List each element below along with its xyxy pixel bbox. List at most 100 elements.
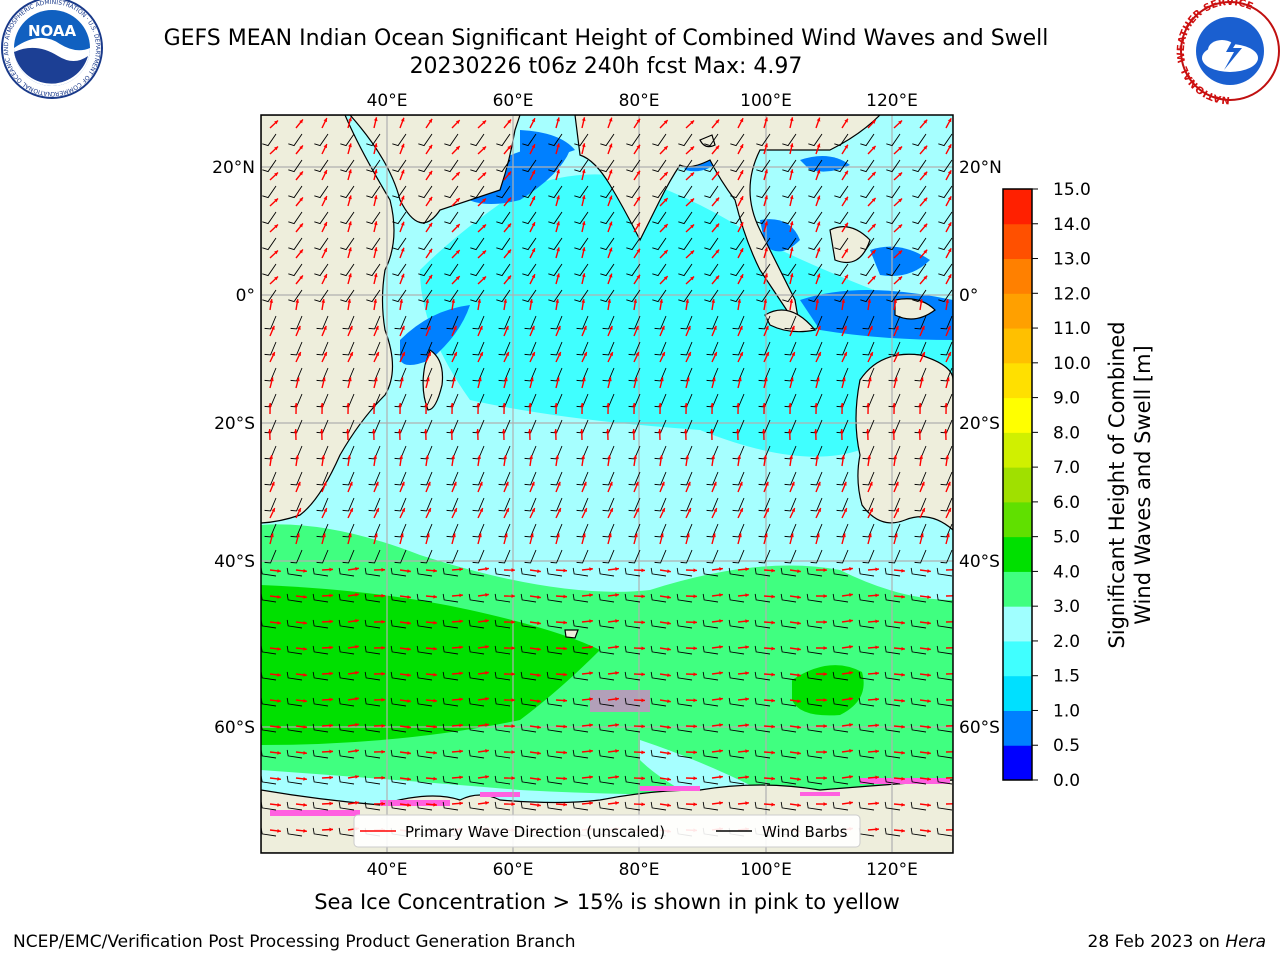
wave-arrow-head: [797, 725, 801, 729]
wave-arrow-head: [297, 325, 301, 330]
wind-barb: [286, 593, 303, 603]
wind-barb: [862, 315, 875, 330]
wave-arrow-head: [817, 325, 821, 330]
wave-arrow-head: [764, 533, 768, 538]
wave-arrow-head: [891, 429, 896, 433]
wave-arrow-head: [400, 143, 405, 148]
wind-barb: [574, 185, 589, 199]
wind-barb: [394, 549, 407, 564]
wind-barb: [912, 237, 927, 251]
wind-barb: [940, 523, 953, 538]
wind-barb: [572, 645, 589, 655]
wind-barb: [884, 749, 901, 759]
wind-barb: [574, 133, 589, 147]
wind-barb: [392, 237, 407, 251]
wave-arrow-head: [797, 673, 801, 677]
wave-arrow-head: [841, 455, 846, 459]
wind-barb: [444, 263, 459, 277]
wave-arrow-head: [762, 403, 767, 407]
wave-arrow-head: [455, 224, 460, 228]
wave-arrow-head: [895, 352, 899, 357]
wind-barb: [520, 723, 537, 733]
wave-arrow-head: [507, 249, 512, 254]
wave-arrow-head: [947, 274, 952, 279]
wave-arrow-head: [632, 403, 637, 407]
wind-barb: [758, 549, 771, 564]
wave-arrow-head: [667, 751, 671, 756]
wind-barb: [728, 801, 745, 811]
wave-arrow-head: [609, 325, 613, 330]
wave-arrow-head: [764, 221, 768, 226]
wind-barb: [858, 775, 875, 785]
wave-arrow-head: [927, 803, 931, 807]
wind-barb: [470, 263, 485, 277]
wave-arrow-head: [816, 273, 821, 278]
wind-barb: [680, 419, 693, 434]
wave-arrow-head: [373, 169, 378, 174]
wave-arrow-head: [348, 533, 352, 538]
wave-arrow-head: [636, 170, 640, 175]
wind-barb: [910, 567, 927, 577]
wind-barb: [290, 419, 303, 434]
wind-barb: [784, 497, 797, 512]
wind-barb: [316, 315, 329, 330]
wind-barb: [938, 185, 953, 199]
wind-barb: [390, 775, 407, 785]
wave-arrow-head: [719, 567, 723, 571]
wave-arrow-head: [641, 568, 645, 573]
wave-arrow-head: [400, 273, 405, 278]
wind-barb: [342, 419, 355, 434]
wind-barb: [598, 645, 615, 655]
wind-barb: [834, 159, 849, 173]
wind-barb: [576, 367, 589, 382]
wind-barb: [598, 775, 615, 785]
wave-arrow-head: [531, 325, 535, 330]
wind-barb: [470, 133, 485, 147]
wave-arrow-head: [817, 481, 821, 486]
wave-arrow-head: [923, 119, 928, 124]
wave-arrow-head: [947, 118, 952, 123]
wave-arrow-head: [407, 699, 411, 703]
wind-barb: [496, 185, 511, 199]
wind-barb: [676, 775, 693, 785]
chart-title: GEFS MEAN Indian Ocean Significant Heigh…: [163, 26, 1049, 51]
wind-barb: [886, 289, 901, 303]
wind-barb: [470, 211, 485, 225]
wave-arrow-head: [401, 481, 405, 486]
wave-arrow-head: [485, 567, 489, 571]
wave-arrow-head: [323, 248, 328, 253]
wind-barb: [652, 133, 667, 147]
wave-arrow-head: [615, 697, 619, 701]
wave-arrow-head: [875, 801, 879, 806]
wind-barb: [442, 801, 459, 811]
wind-barb: [704, 211, 719, 225]
wind-barb: [368, 419, 381, 434]
wave-arrow-head: [608, 247, 613, 252]
wave-arrow-head: [505, 325, 509, 330]
wave-arrow-head: [790, 533, 794, 538]
wind-barb: [754, 671, 771, 681]
wind-barb: [888, 523, 901, 538]
wave-arrow-head: [797, 699, 801, 703]
wind-barb: [938, 289, 953, 303]
wind-barb: [624, 567, 641, 577]
wave-arrow-head: [485, 801, 489, 805]
wave-arrow-head: [953, 672, 957, 676]
wind-barb: [364, 567, 381, 577]
wind-barb: [676, 749, 693, 759]
wind-barb: [446, 419, 459, 434]
colorbar-swatches: [1003, 189, 1032, 781]
wave-arrow-head: [636, 274, 640, 279]
wave-arrow-head: [687, 481, 691, 486]
wind-barb: [628, 315, 641, 330]
wave-arrow-head: [660, 377, 664, 382]
wind-barb: [364, 671, 381, 681]
wind-barb: [262, 263, 277, 277]
wave-arrow-head: [459, 593, 463, 598]
wave-arrow-head: [719, 619, 723, 623]
colorbar-swatch: [1003, 710, 1032, 746]
wave-arrow-head: [745, 645, 749, 650]
wave-arrow-head: [736, 403, 741, 407]
wave-arrow-head: [373, 455, 378, 459]
wind-barb: [912, 133, 927, 147]
